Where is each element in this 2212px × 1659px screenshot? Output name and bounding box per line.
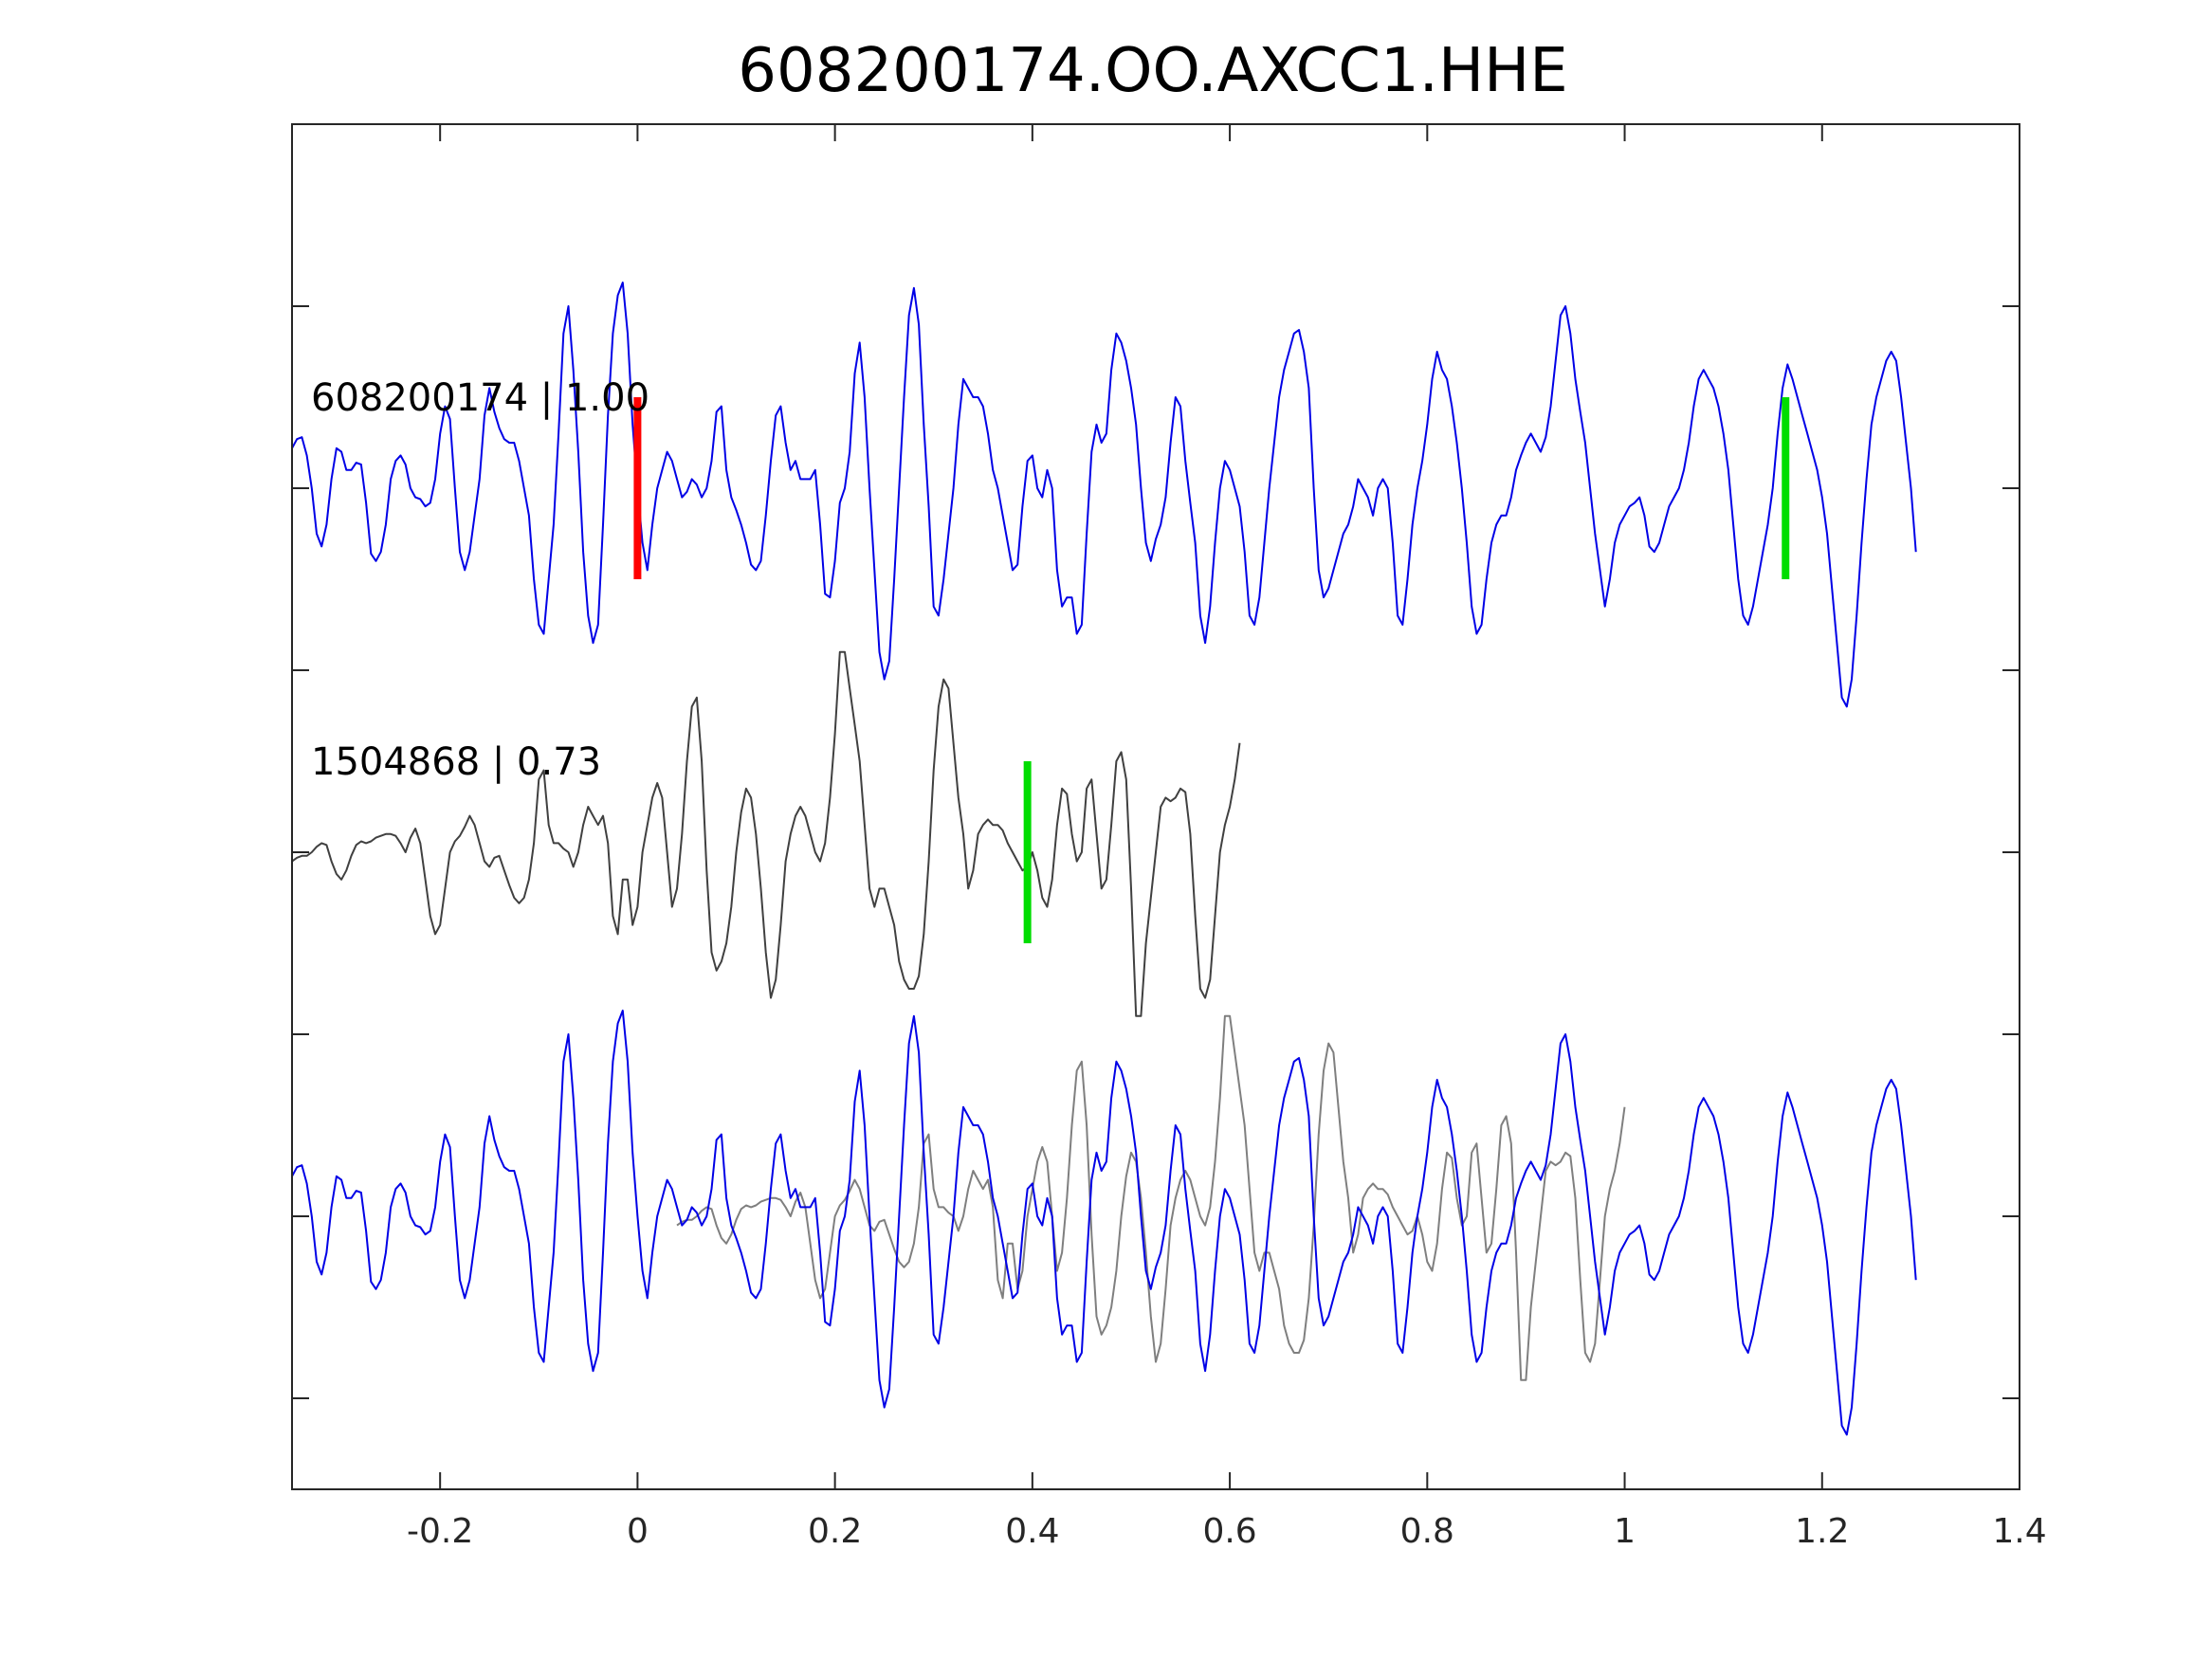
x-tick-label-8: 1.4 (1992, 1512, 2046, 1551)
x-tick-label-5: 0.8 (1400, 1512, 1454, 1551)
x-tick-label-6: 1 (1614, 1512, 1636, 1551)
chart-title: 608200174.OO.AXCC1.HHE (738, 36, 1567, 106)
trace-labels-layer: 608200174 | 1.00 1504868 | 0.73 (311, 376, 649, 784)
axis-ticks-layer: -0.2 0 0.2 0.4 0.6 0.8 1 1.2 1.4 (292, 124, 2047, 1551)
plot-area-frame (291, 123, 2020, 1490)
overlay-reference-line (676, 1014, 1626, 1381)
x-tick-label-4: 0.6 (1202, 1512, 1256, 1551)
trace-line-0 (291, 282, 1917, 708)
picks-layer (633, 397, 1790, 943)
trace-label-0: 608200174 | 1.00 (311, 376, 649, 420)
overlay-primary-line (291, 1010, 1917, 1436)
x-tick-label-0: -0.2 (407, 1512, 473, 1551)
x-tick-label-7: 1.2 (1795, 1512, 1849, 1551)
x-tick-label-2: 0.2 (808, 1512, 862, 1551)
x-tick-label-3: 0.4 (1005, 1512, 1059, 1551)
trace-line-1 (291, 650, 1241, 1017)
traces-layer (291, 282, 1917, 1436)
x-tick-label-1: 0 (627, 1512, 649, 1551)
trace-label-1: 1504868 | 0.73 (311, 740, 601, 784)
